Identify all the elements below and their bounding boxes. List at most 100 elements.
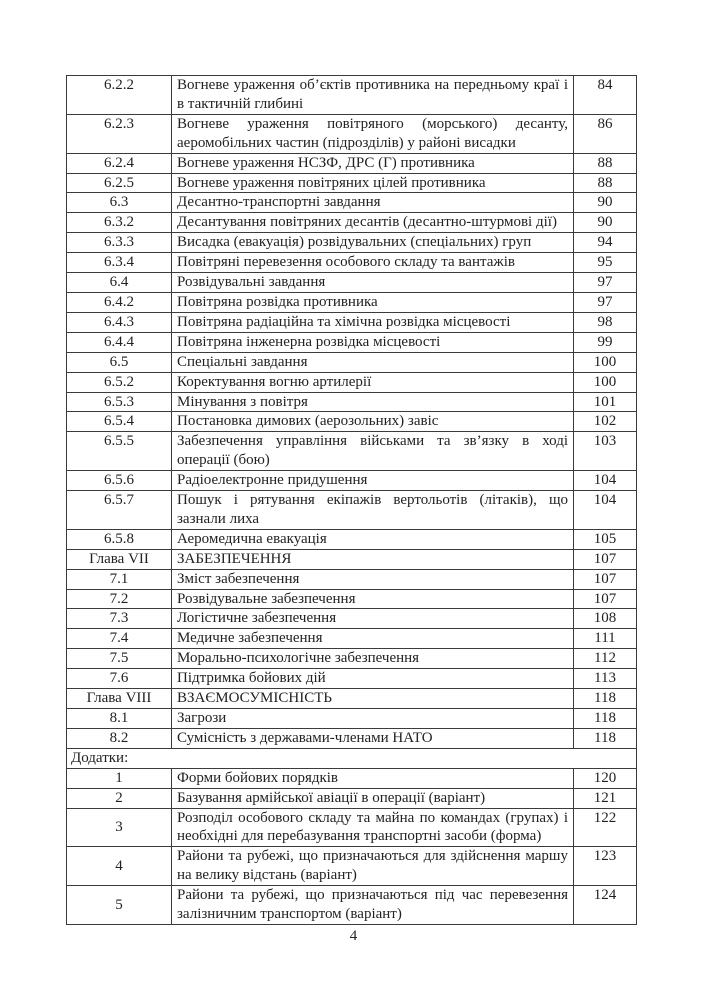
toc-entry-page: 120 [573, 767, 637, 789]
toc-row: 6.2.4 Вогневе ураження НСЗФ, ДРС (Г) прот… [66, 152, 637, 174]
toc-row: 6.4.4 Повітряна інженерна розвідка місцев… [66, 331, 637, 353]
toc-entry-number: 6.5.4 [66, 411, 172, 433]
toc-entry-number: 4 [66, 846, 172, 887]
toc-row: 4 Райони та рубежі, що призначаються для … [66, 846, 637, 887]
toc-row: 8.2 Сумісність з державами-членами НАТО 11… [66, 727, 637, 749]
toc-entry-page: 123 [573, 846, 637, 887]
toc-row: 6.5 Спеціальні завдання 100 [66, 351, 637, 373]
toc-entry-title: ЗАБЕЗПЕЧЕННЯ [171, 548, 574, 570]
toc-entry-number: 3 [66, 807, 172, 848]
toc-entry-number: 6.5.5 [66, 431, 172, 472]
toc-entry-title: Райони та рубежі, що призначаються для з… [171, 846, 574, 887]
toc-entry-title: Повітряна розвідка противника [171, 291, 574, 313]
toc-entry-page: 94 [573, 232, 637, 254]
toc-entry-number: 6.2.2 [66, 75, 172, 115]
toc-entry-page: 95 [573, 252, 637, 274]
toc-entry-title: Радіоелектронне придушення [171, 470, 574, 492]
toc-entry-title: Забезпечення управління військами та зв’… [171, 431, 574, 472]
toc-entry-title: Аеромедична евакуація [171, 528, 574, 550]
toc-entry-title: Медичне забезпечення [171, 628, 574, 650]
toc-table-body: 6.2.2 Вогневе ураження об’єктів противник… [66, 75, 637, 925]
toc-row: 6.5.5 Забезпечення управління військами т… [66, 431, 637, 472]
toc-row: 6.5.6 Радіоелектронне придушення 104 [66, 470, 637, 492]
toc-row: 1 Форми бойових порядків 120 [66, 767, 637, 789]
toc-row: 6.5.2 Коректування вогню артилерії 100 [66, 371, 637, 393]
toc-entry-title: Висадка (евакуація) розвідувальних (спец… [171, 232, 574, 254]
toc-row: 6.5.8 Аеромедична евакуація 105 [66, 528, 637, 550]
toc-entry-page: 118 [573, 688, 637, 709]
toc-entry-page: 122 [573, 807, 637, 848]
toc-entry-number: 7.2 [66, 588, 172, 610]
toc-entry-number: 6.5.2 [66, 371, 172, 393]
toc-entry-page: 98 [573, 311, 637, 333]
toc-entry-number: 6.5.3 [66, 391, 172, 413]
toc-row: 8.1 Загрози 118 [66, 708, 637, 729]
toc-row: 7.3 Логістичне забезпечення 108 [66, 608, 637, 630]
toc-entry-title: Вогневе ураження НСЗФ, ДРС (Г) противник… [171, 152, 574, 174]
toc-entry-page: 99 [573, 331, 637, 353]
toc-entry-title: Вогневе ураження об’єктів противника на … [171, 75, 574, 115]
toc-entry-title: Десантно-транспортні завдання [171, 192, 574, 214]
toc-entry-page: 107 [573, 588, 637, 610]
toc-entry-number: 6.5 [66, 351, 172, 373]
toc-entry-number: 6.4 [66, 272, 172, 293]
toc-entry-number: 6.3 [66, 192, 172, 214]
toc-row: 6.3.2 Десантування повітряних десантів (д… [66, 212, 637, 234]
toc-entry-number: 6.3.4 [66, 252, 172, 274]
toc-entry-page: 103 [573, 431, 637, 472]
toc-row: 6.5.3 Мінування з повітря 101 [66, 391, 637, 413]
toc-entry-title: ВЗАЄМОСУМІСНІСТЬ [171, 688, 574, 709]
toc-entry-page: 111 [573, 628, 637, 650]
toc-entry-number: 7.1 [66, 568, 172, 590]
toc-entry-title: Повітряні перевезення особового складу т… [171, 252, 574, 274]
toc-entry-page: 104 [573, 490, 637, 530]
toc-entry-title: Загрози [171, 708, 574, 729]
toc-row: 7.5 Морально-психологічне забезпечення 112 [66, 648, 637, 670]
toc-entry-number: 6.3.3 [66, 232, 172, 254]
toc-entry-title: Десантування повітряних десантів (десант… [171, 212, 574, 234]
toc-entry-number: 6.2.5 [66, 172, 172, 194]
toc-row: 7.1 Зміст забезпечення 107 [66, 568, 637, 590]
toc-entry-number: 6.5.7 [66, 490, 172, 530]
toc-entry-page: 107 [573, 548, 637, 570]
toc-entry-number: 5 [66, 885, 172, 925]
toc-entry-title: Логістичне забезпечення [171, 608, 574, 630]
toc-row: 6.5.7 Пошук і рятування екіпажів вертольо… [66, 490, 637, 530]
toc-entry-title: Мінування з повітря [171, 391, 574, 413]
toc-entry-page: 97 [573, 272, 637, 293]
toc-entry-number: 6.5.6 [66, 470, 172, 492]
toc-row: 7.4 Медичне забезпечення 111 [66, 628, 637, 650]
toc-entry-page: 124 [573, 885, 637, 925]
toc-table: 6.2.2 Вогневе ураження об’єктів противник… [66, 75, 637, 925]
toc-entry-title: Сумісність з державами-членами НАТО [171, 727, 574, 749]
toc-entry-page: 107 [573, 568, 637, 590]
toc-entry-page: 101 [573, 391, 637, 413]
toc-entry-title: Розвідувальне забезпечення [171, 588, 574, 610]
toc-entry-title: Базування армійської авіації в операції … [171, 787, 574, 809]
toc-row: 6.3.4 Повітряні перевезення особового скл… [66, 252, 637, 274]
toc-entry-page: 88 [573, 152, 637, 174]
toc-entry-title: Повітряна радіаційна та хімічна розвідка… [171, 311, 574, 333]
toc-entry-title: Коректування вогню артилерії [171, 371, 574, 393]
toc-row: 6.2.3 Вогневе ураження повітряного (морсь… [66, 113, 637, 154]
toc-section-row: Додатки: [66, 747, 637, 769]
toc-entry-number: 6.2.4 [66, 152, 172, 174]
toc-row: 2 Базування армійської авіації в операції… [66, 787, 637, 809]
toc-row: 6.2.5 Вогневе ураження повітряних цілей п… [66, 172, 637, 194]
toc-entry-number: 1 [66, 767, 172, 789]
toc-entry-page: 84 [573, 75, 637, 115]
toc-row: 7.2 Розвідувальне забезпечення 107 [66, 588, 637, 610]
toc-entry-page: 88 [573, 172, 637, 194]
toc-entry-page: 112 [573, 648, 637, 670]
toc-row: 6.2.2 Вогневе ураження об’єктів противник… [66, 75, 637, 115]
toc-entry-title: Підтримка бойових дій [171, 668, 574, 690]
toc-entry-page: 104 [573, 470, 637, 492]
toc-entry-number: 8.2 [66, 727, 172, 749]
toc-entry-number: 6.4.3 [66, 311, 172, 333]
toc-entry-page: 100 [573, 371, 637, 393]
toc-row: 3 Розподіл особового складу та майна по к… [66, 807, 637, 848]
toc-entry-page: 118 [573, 727, 637, 749]
toc-entry-number: 6.4.2 [66, 291, 172, 313]
toc-entry-title: Вогневе ураження повітряних цілей против… [171, 172, 574, 194]
